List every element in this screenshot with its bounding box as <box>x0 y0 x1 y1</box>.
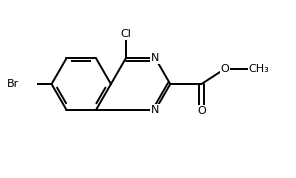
Text: N: N <box>151 53 160 63</box>
Text: Cl: Cl <box>120 29 131 39</box>
Text: O: O <box>197 106 206 116</box>
Text: Br: Br <box>7 79 19 89</box>
Text: CH₃: CH₃ <box>249 64 270 74</box>
Text: N: N <box>151 105 160 115</box>
Text: O: O <box>221 64 229 74</box>
